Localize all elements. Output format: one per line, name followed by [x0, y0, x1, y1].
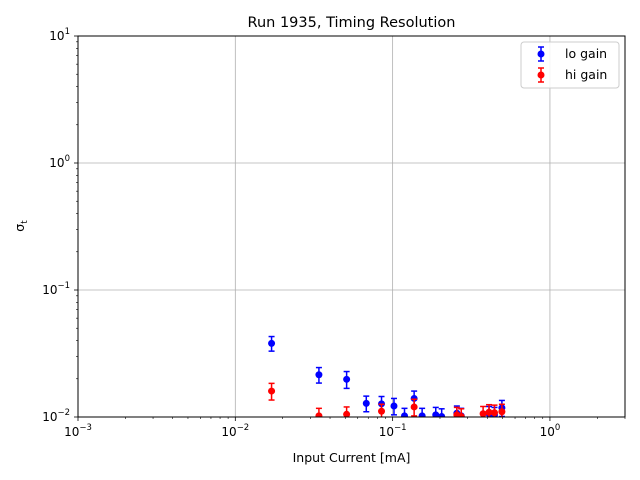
marker-lo-gain	[438, 412, 446, 417]
x-axis-label: Input Current [mA]	[293, 450, 411, 465]
x-tick-label: 10−1	[379, 423, 407, 439]
marker-hi-gain	[490, 409, 498, 417]
marker-hi-gain	[343, 410, 351, 417]
marker-hi-gain	[479, 410, 487, 417]
marker-lo-gain	[432, 411, 440, 417]
data-point-lo-gain	[362, 395, 370, 413]
legend-label-hi-gain: hi gain	[565, 67, 607, 82]
legend-marker-lo-gain	[537, 50, 545, 58]
marker-hi-gain	[485, 408, 493, 416]
data-point-hi-gain	[479, 405, 487, 417]
data-point-lo-gain	[343, 370, 351, 390]
marker-hi-gain	[378, 407, 386, 415]
marker-lo-gain	[390, 402, 398, 410]
x-tick-label: 10−2	[221, 423, 249, 439]
marker-hi-gain	[315, 412, 323, 417]
marker-lo-gain	[401, 412, 409, 417]
legend-entry-hi-gain: hi gain	[537, 67, 607, 83]
legend-box	[520, 41, 620, 89]
y-axis-label: σt	[12, 220, 30, 232]
data-point-hi-gain	[490, 404, 498, 417]
data-point-lo-gain	[268, 335, 276, 352]
marker-lo-gain	[268, 339, 276, 347]
legend-label-lo-gain: lo gain	[565, 46, 607, 61]
y-tick-label: 101	[49, 27, 70, 43]
marker-lo-gain	[343, 375, 351, 383]
data-point-lo-gain	[432, 406, 440, 417]
marker-lo-gain	[418, 412, 426, 417]
marker-lo-gain	[315, 371, 323, 379]
y-tick-label: 100	[49, 154, 70, 170]
data-point-hi-gain	[343, 406, 351, 417]
y-tick-label: 10−2	[42, 408, 70, 424]
data-point-lo-gain	[438, 408, 446, 417]
data-point-lo-gain	[390, 397, 398, 416]
legend-entry-lo-gain: lo gain	[537, 46, 607, 62]
marker-lo-gain	[362, 399, 370, 407]
data-point-hi-gain	[268, 382, 276, 401]
plot-area	[78, 36, 625, 417]
marker-hi-gain	[457, 412, 465, 417]
data-point-hi-gain	[485, 403, 493, 417]
x-tick-label: 10−3	[64, 423, 92, 439]
legend: lo gain hi gain	[520, 41, 620, 89]
marker-hi-gain	[410, 403, 418, 411]
data-point-hi-gain	[457, 408, 465, 417]
data-point-hi-gain	[498, 403, 506, 417]
marker-hi-gain	[268, 387, 276, 395]
data-layer	[268, 335, 506, 417]
data-point-lo-gain	[315, 366, 323, 384]
legend-marker-hi-gain	[537, 71, 545, 79]
plot-frame	[77, 35, 626, 418]
chart-title: Run 1935, Timing Resolution	[248, 15, 456, 31]
marker-lo-gain	[410, 394, 418, 402]
marker-hi-gain	[498, 408, 506, 416]
x-tick-label: 100	[540, 423, 561, 439]
y-tick-label: 10−1	[42, 281, 70, 297]
data-point-hi-gain	[410, 398, 418, 417]
